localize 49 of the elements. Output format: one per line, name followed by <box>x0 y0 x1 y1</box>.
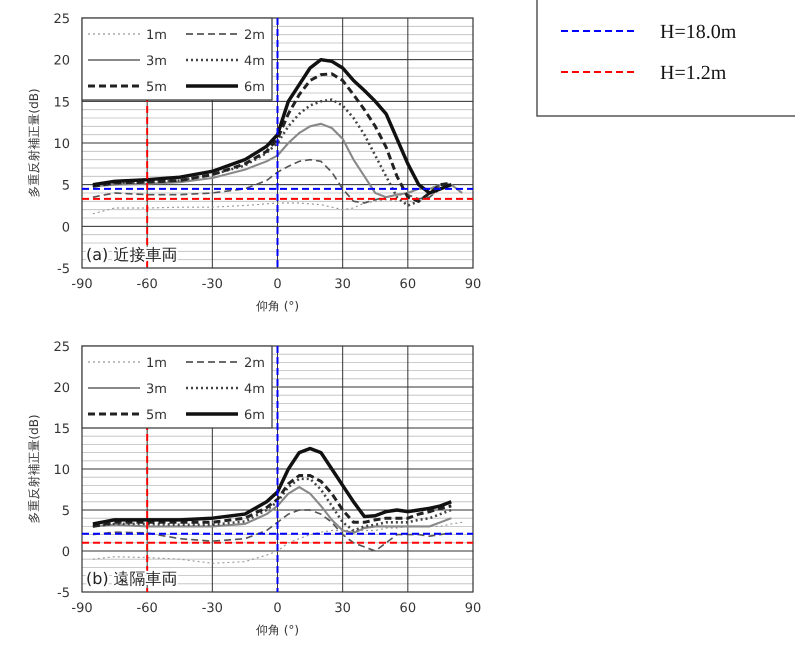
y-tick-label: 10 <box>53 463 70 478</box>
legend-label: 2m <box>244 356 265 371</box>
y-tick-label: 10 <box>53 137 70 152</box>
x-tick-label: -90 <box>71 601 93 616</box>
y-tick-label: 15 <box>53 422 70 437</box>
line-series <box>91 446 454 526</box>
y-tick-label: 0 <box>62 545 70 560</box>
x-tick-label: 90 <box>464 277 482 292</box>
text: H=18.0m <box>660 21 737 43</box>
x-tick-label: 90 <box>464 601 482 616</box>
legend-label: 1m <box>146 28 167 43</box>
y-tick-label: 15 <box>53 95 70 110</box>
y-tick-label: 20 <box>53 54 70 69</box>
y-axis-title: 多重反射補正量(dB) <box>27 414 41 524</box>
y-axis-title: 多重反射補正量(dB) <box>27 88 41 198</box>
y-tick-label: 5 <box>62 178 70 194</box>
x-tick-label: 60 <box>400 277 416 292</box>
line-series <box>92 522 463 564</box>
x-axis-title: 仰角 (°) <box>256 299 300 313</box>
y-tick-label: 0 <box>62 220 70 236</box>
x-axis-title: 仰角 (°) <box>256 623 300 637</box>
legend-label: 5m <box>146 408 167 423</box>
legend-label: 3m <box>146 382 167 397</box>
x-tick-label: -60 <box>136 601 158 616</box>
legend-label: 4m <box>244 382 265 397</box>
legend-label: 2m <box>244 28 265 43</box>
x-tick-label: 30 <box>334 277 351 292</box>
legend-label: 4m <box>244 54 265 69</box>
x-tick-label: -30 <box>202 277 223 292</box>
y-tick-label: -5 <box>57 586 70 601</box>
legend-label: 5m <box>146 80 167 95</box>
legend-label: 6m <box>244 80 265 95</box>
y-tick-label: 25 <box>53 340 70 355</box>
y-tick-label: 25 <box>53 12 70 27</box>
legend-label: 3m <box>146 54 167 69</box>
legend-label: 6m <box>244 408 265 423</box>
x-tick-label: -30 <box>202 601 223 616</box>
y-tick-label: 20 <box>53 381 70 396</box>
line-series <box>92 509 452 552</box>
text: H=1.2m <box>660 62 727 84</box>
legend-label: 1m <box>146 356 167 371</box>
x-tick-label: 0 <box>273 277 282 292</box>
x-tick-label: 0 <box>273 601 282 616</box>
x-tick-label: -60 <box>136 277 158 292</box>
y-tick-label: -5 <box>57 262 70 277</box>
x-tick-label: 30 <box>334 601 351 616</box>
x-tick-label: -90 <box>71 277 93 292</box>
x-tick-label: 60 <box>400 601 416 616</box>
y-tick-label: 5 <box>62 504 70 519</box>
